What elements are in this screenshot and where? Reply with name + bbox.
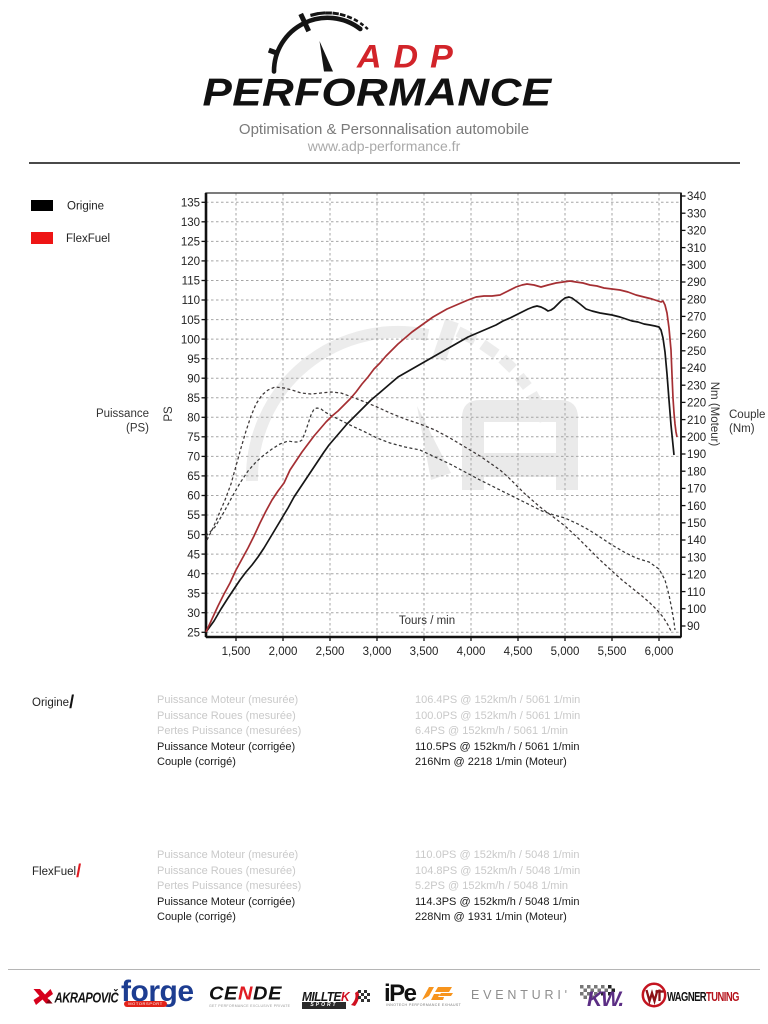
- svg-text:4,500: 4,500: [504, 646, 533, 658]
- svg-text:220: 220: [687, 398, 706, 410]
- svg-text:6,000: 6,000: [645, 646, 674, 658]
- svg-text:5,000: 5,000: [551, 646, 580, 658]
- svg-text:75: 75: [187, 432, 200, 444]
- svg-text:200: 200: [687, 432, 706, 444]
- svg-text:65: 65: [187, 471, 200, 483]
- svg-text:Couple: Couple: [729, 409, 765, 421]
- svg-text:240: 240: [687, 363, 706, 375]
- svg-text:140: 140: [687, 535, 706, 547]
- svg-text:190: 190: [687, 449, 706, 461]
- svg-text:130: 130: [687, 552, 706, 564]
- svg-text:300: 300: [687, 260, 706, 272]
- svg-text:FlexFuel: FlexFuel: [66, 233, 110, 245]
- svg-text:100: 100: [687, 604, 706, 616]
- svg-text:2,000: 2,000: [269, 646, 298, 658]
- svg-text:45: 45: [187, 549, 200, 561]
- svg-text:70: 70: [187, 452, 200, 464]
- svg-text:270: 270: [687, 312, 706, 324]
- svg-text:95: 95: [187, 354, 200, 366]
- svg-text:120: 120: [181, 256, 200, 268]
- svg-text:115: 115: [182, 276, 200, 288]
- svg-text:110: 110: [182, 295, 200, 307]
- svg-text:160: 160: [687, 501, 706, 513]
- svg-text:Puissance: Puissance: [96, 408, 149, 420]
- svg-text:1,500: 1,500: [222, 646, 251, 658]
- svg-text:340: 340: [687, 191, 706, 203]
- svg-text:100: 100: [181, 334, 200, 346]
- svg-text:320: 320: [687, 226, 706, 238]
- svg-text:180: 180: [687, 466, 706, 478]
- svg-text:280: 280: [687, 294, 706, 306]
- svg-text:2,500: 2,500: [316, 646, 345, 658]
- svg-text:130: 130: [181, 217, 200, 229]
- svg-text:85: 85: [187, 393, 200, 405]
- svg-text:4,000: 4,000: [457, 646, 486, 658]
- svg-text:90: 90: [687, 621, 700, 633]
- svg-text:105: 105: [181, 315, 200, 327]
- svg-text:3,500: 3,500: [410, 646, 439, 658]
- svg-text:310: 310: [687, 243, 706, 255]
- svg-text:290: 290: [687, 277, 706, 289]
- svg-text:50: 50: [187, 530, 200, 542]
- svg-text:250: 250: [687, 346, 706, 358]
- svg-text:25: 25: [187, 628, 200, 640]
- svg-text:90: 90: [187, 373, 200, 385]
- svg-text:260: 260: [687, 329, 706, 341]
- svg-text:(Nm): (Nm): [729, 423, 755, 435]
- svg-text:120: 120: [687, 570, 706, 582]
- svg-text:330: 330: [687, 208, 706, 220]
- svg-text:35: 35: [187, 588, 200, 600]
- svg-text:(PS): (PS): [126, 423, 149, 435]
- svg-text:60: 60: [187, 491, 200, 503]
- svg-text:40: 40: [187, 569, 200, 581]
- svg-text:PS: PS: [163, 406, 175, 422]
- svg-text:KW.: KW.: [587, 988, 623, 1010]
- svg-text:Tours / min: Tours / min: [399, 615, 455, 627]
- svg-text:3,000: 3,000: [363, 646, 392, 658]
- svg-text:110: 110: [687, 587, 705, 599]
- svg-text:Nm (Moteur): Nm (Moteur): [708, 382, 720, 447]
- svg-text:150: 150: [687, 518, 706, 530]
- svg-text:230: 230: [687, 380, 706, 392]
- svg-text:30: 30: [187, 608, 200, 620]
- svg-text:170: 170: [687, 484, 706, 496]
- svg-text:5,500: 5,500: [598, 646, 627, 658]
- svg-text:55: 55: [187, 510, 200, 522]
- svg-text:80: 80: [187, 413, 200, 425]
- svg-text:AKRAPOVIČ: AKRAPOVIČ: [54, 989, 120, 1006]
- svg-text:210: 210: [687, 415, 706, 427]
- svg-text:135: 135: [181, 198, 200, 210]
- svg-text:125: 125: [181, 237, 200, 249]
- svg-text:Origine: Origine: [67, 201, 104, 213]
